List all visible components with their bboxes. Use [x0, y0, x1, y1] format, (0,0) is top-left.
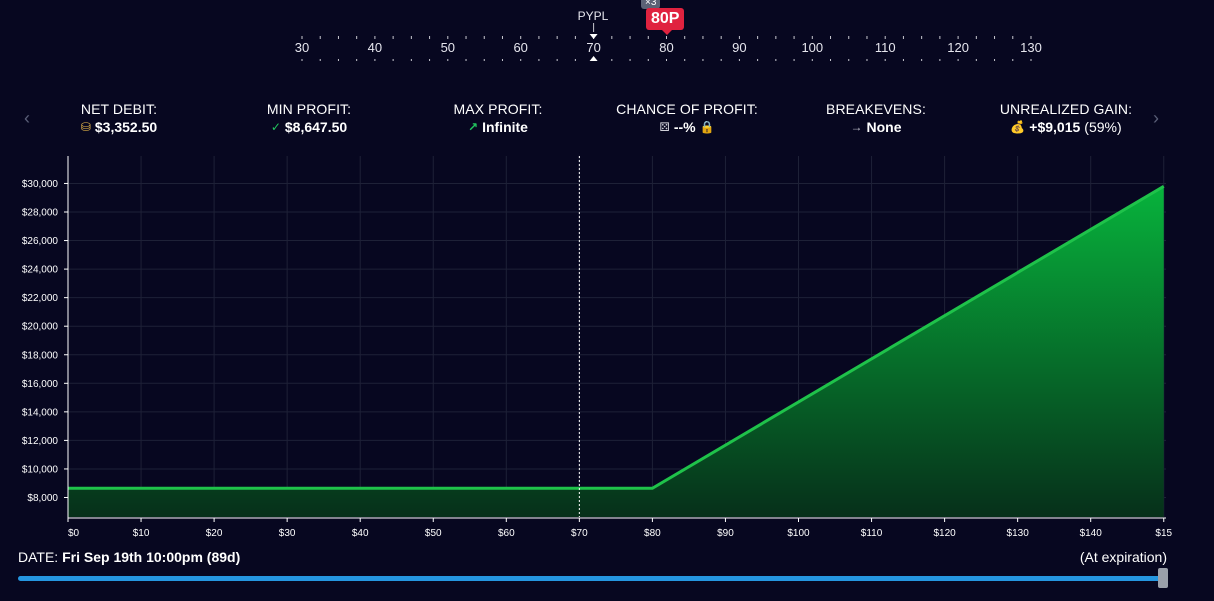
metric-unrealized-gain: UNREALIZED GAIN: 💰 +$9,015 (59%): [976, 101, 1156, 135]
chevron-right-icon[interactable]: ›: [1153, 108, 1159, 128]
ruler-tick-label: 50: [440, 40, 456, 55]
date-slider-track[interactable]: [18, 576, 1164, 581]
ruler-tick-label: 120: [947, 40, 969, 55]
x-tick-label: $110: [861, 528, 883, 539]
x-tick-label: $0: [68, 528, 80, 539]
leg-quantity-badge: ×3: [641, 0, 661, 9]
lock-icon[interactable]: 🔒: [699, 120, 715, 134]
metric-chance-of-profit[interactable]: CHANCE OF PROFIT: ⚄ --% 🔒: [597, 101, 777, 135]
metric-value: $8,647.50: [284, 119, 348, 135]
metric-value: $3,352.50: [94, 119, 158, 135]
ruler-tick-label: 90: [732, 40, 747, 55]
y-tick-label: $16,000: [22, 379, 59, 390]
x-tick-label: $120: [933, 528, 956, 539]
current-price-marker-bottom: [589, 56, 598, 61]
metric-value: +$9,015: [1029, 119, 1081, 135]
trend-up-icon: ↗: [468, 120, 479, 134]
y-tick-label: $22,000: [22, 293, 59, 304]
metric-breakevens: BREAKEVENS: → None: [786, 101, 966, 135]
metric-max-profit: MAX PROFIT: ↗ Infinite: [408, 101, 588, 135]
put-leg-marker[interactable]: 80P: [646, 8, 685, 35]
dice-icon: ⚄: [659, 120, 670, 134]
metric-value: --%: [673, 119, 696, 135]
x-tick-label: $140: [1080, 528, 1103, 539]
x-tick-label: $50: [425, 528, 442, 539]
ruler-tick-label: 40: [367, 40, 383, 55]
coins-icon: ⛁: [80, 120, 91, 134]
profit-line: [68, 185, 1165, 490]
x-tick-label: $70: [571, 528, 588, 539]
x-tick-label: $130: [1007, 528, 1030, 539]
at-expiration-label: (At expiration): [1079, 549, 1167, 565]
y-tick-label: $14,000: [22, 407, 59, 418]
metric-min-profit: MIN PROFIT: ✓ $8,647.50: [219, 101, 399, 135]
ruler-tick-label: 60: [513, 40, 528, 55]
strike-ruler[interactable]: PYPL ×3 80P 30 40 50 60 70 80 90 100 110 120 130: [0, 0, 1214, 70]
ruler-tick-label: 110: [874, 40, 896, 55]
x-tick-label: $80: [644, 528, 661, 539]
ruler-tick-label: 130: [1020, 40, 1042, 55]
y-tick-label: $26,000: [22, 236, 59, 247]
y-tick-label: $12,000: [22, 436, 59, 447]
metric-label: BREAKEVENS:: [826, 101, 926, 117]
y-tick-label: $30,000: [22, 179, 59, 190]
y-tick-label: $28,000: [22, 208, 59, 219]
metric-label: MAX PROFIT:: [453, 101, 543, 117]
date-slider-thumb[interactable]: [1158, 568, 1168, 588]
metric-value: None: [866, 119, 902, 135]
x-tick-label: $90: [717, 528, 734, 539]
chevron-left-icon[interactable]: ‹: [24, 108, 30, 128]
x-tick-label: $40: [352, 528, 369, 539]
x-tick-label: $30: [279, 528, 296, 539]
x-tick-label: $60: [498, 528, 515, 539]
chart-area: [68, 156, 1165, 517]
metric-net-debit: NET DEBIT: ⛁ $3,352.50: [29, 101, 209, 135]
ruler-tick-label: 30: [294, 40, 310, 55]
chart-axes: $0 $10 $20 $30 $40 $50 $60 $70 $80 $90 $100 $110 $12…: [22, 156, 1173, 539]
metric-label: NET DEBIT:: [80, 101, 158, 117]
metric-value: Infinite: [482, 119, 528, 135]
date-value: Fri Sep 19th 10:00pm (89d): [62, 549, 241, 565]
profit-area-fill: [68, 186, 1164, 517]
y-tick-label: $20,000: [22, 322, 59, 333]
x-tick-label: $15: [1155, 528, 1172, 539]
ruler-tick-label: 100: [801, 40, 824, 55]
arrow-right-icon: →: [850, 120, 863, 134]
date-label: DATE:: [18, 549, 59, 565]
ruler-tick-label: 70: [586, 40, 601, 55]
y-tick-label: $10,000: [22, 464, 59, 475]
current-price-marker-top: [589, 34, 598, 39]
x-tick-label: $20: [206, 528, 223, 539]
y-tick-label: $8,000: [27, 493, 58, 504]
metric-label: CHANCE OF PROFIT:: [616, 101, 758, 117]
metric-label: UNREALIZED GAIN:: [999, 101, 1133, 117]
x-tick-label: $10: [133, 528, 150, 539]
date-display: DATE: Fri Sep 19th 10:00pm (89d): [18, 549, 240, 565]
ticker-symbol: PYPL: [577, 9, 609, 23]
y-tick-label: $18,000: [22, 350, 59, 361]
x-tick-label: $100: [787, 528, 810, 539]
check-icon: ✓: [270, 120, 281, 134]
ruler-tick-label: 80: [659, 40, 674, 55]
metric-label: MIN PROFIT:: [266, 101, 352, 117]
metric-value-percent: (59%): [1084, 119, 1122, 135]
y-tick-label: $24,000: [22, 265, 59, 276]
ruler-ticks: [301, 23, 1032, 61]
profit-loss-chart[interactable]: $0 $10 $20 $30 $40 $50 $60 $70 $80 $90 $100 $110 $12…: [0, 148, 1214, 540]
money-bag-icon: 💰: [1010, 120, 1026, 134]
